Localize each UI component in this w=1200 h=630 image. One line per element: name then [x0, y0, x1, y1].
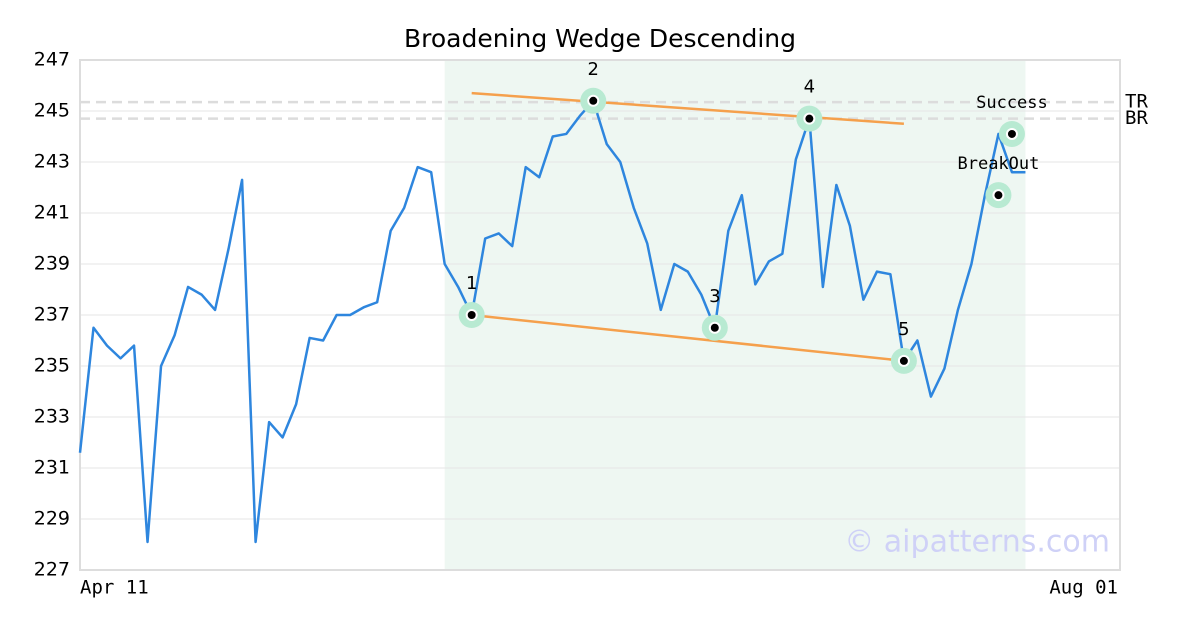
point-label: 2 — [588, 59, 599, 80]
y-tick-label: 239 — [34, 253, 70, 275]
point-marker — [803, 112, 816, 125]
plot-frame — [79, 59, 1121, 571]
point-label: 1 — [466, 273, 477, 294]
x-tick-label: Apr 11 — [80, 577, 149, 599]
price-line — [78, 99, 1026, 544]
y-tick-label: 231 — [34, 457, 70, 479]
point-label: 4 — [804, 77, 815, 98]
trendline — [471, 91, 904, 125]
watermark: © aipatterns.com — [844, 525, 1110, 560]
level-label: BR — [1125, 107, 1148, 129]
point-marker — [897, 354, 910, 367]
y-tick-label: 233 — [34, 406, 70, 428]
x-tick-label: Aug 01 — [1049, 577, 1118, 599]
point-marker — [1005, 127, 1018, 140]
y-tick-label: 237 — [34, 304, 70, 326]
y-tick-label: 243 — [34, 151, 70, 173]
trendline — [471, 313, 905, 363]
point-marker — [587, 94, 600, 107]
y-tick-label: 235 — [34, 355, 70, 377]
level-label: TR — [1125, 91, 1148, 113]
y-tick-label: 229 — [34, 508, 70, 530]
point-label: Success — [976, 93, 1048, 113]
point-marker — [465, 309, 478, 321]
point-label: 3 — [709, 286, 720, 307]
point-marker — [992, 189, 1005, 202]
y-tick-label: 247 — [34, 49, 70, 71]
chart-title: Broadening Wedge Descending — [404, 24, 796, 53]
point-marker — [708, 321, 721, 334]
point-label: 5 — [898, 319, 909, 340]
point-label: BreakOut — [957, 154, 1039, 174]
y-tick-label: 227 — [34, 559, 70, 581]
y-tick-label: 245 — [34, 100, 70, 122]
y-tick-label: 241 — [34, 202, 70, 224]
